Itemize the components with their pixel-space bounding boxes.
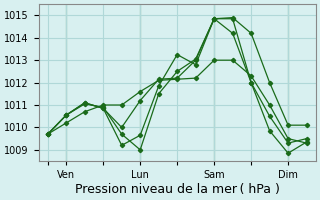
X-axis label: Pression niveau de la mer ( hPa ): Pression niveau de la mer ( hPa ) bbox=[75, 183, 280, 196]
